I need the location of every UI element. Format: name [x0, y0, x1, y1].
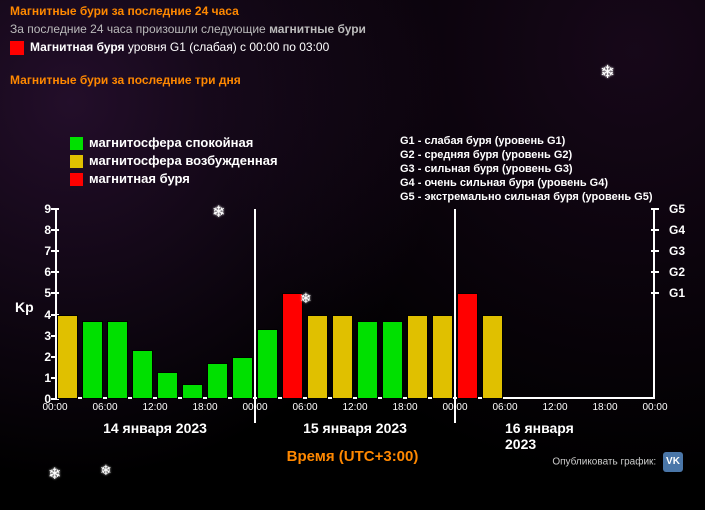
x-tick-label: 06:00 [292, 402, 317, 413]
bar [82, 321, 103, 399]
ytick-mark [51, 229, 59, 231]
gtick-mark [651, 229, 659, 231]
ytick-mark [51, 208, 59, 210]
subtitle-24h-b: магнитные бури [269, 22, 366, 36]
legend-item: магнитная буря [70, 170, 278, 188]
ytick-mark [51, 250, 59, 252]
chart-container: магнитосфера спокойнаямагнитосфера возбу… [10, 134, 695, 494]
ytick-label: 2 [37, 350, 51, 364]
date-label: 14 января 2023 [103, 420, 207, 436]
plot-area: 0123456789G1G2G3G4G5 [55, 209, 655, 399]
ytick-label: 1 [37, 371, 51, 385]
publish-block: Опубликовать график: VK [552, 452, 683, 472]
bar [307, 315, 328, 399]
legend-g-item: G3 - сильная буря (уровень G3) [400, 162, 653, 176]
day-separator [454, 209, 456, 423]
x-tick-label: 00:00 [642, 402, 667, 413]
x-tick-label: 18:00 [192, 402, 217, 413]
x-tick-label: 18:00 [592, 402, 617, 413]
storm-indicator-icon [10, 41, 24, 55]
y-axis-label: Kp [15, 299, 34, 315]
ytick-label: 8 [37, 223, 51, 237]
ytick-label: 3 [37, 329, 51, 343]
bar [182, 384, 203, 399]
gtick-label: G2 [669, 265, 685, 279]
gtick-mark [651, 250, 659, 252]
ytick-label: 5 [37, 286, 51, 300]
x-tick-label: 06:00 [92, 402, 117, 413]
legend-left: магнитосфера спокойнаямагнитосфера возбу… [70, 134, 278, 188]
gtick-mark [651, 271, 659, 273]
gtick-mark [651, 208, 659, 210]
ytick-mark [51, 292, 59, 294]
axis-y-right [653, 209, 655, 399]
subtitle-24h: За последние 24 часа произошли следующие… [10, 22, 695, 36]
bar [157, 372, 178, 399]
legend-item: магнитосфера возбужденная [70, 152, 278, 170]
bar [432, 315, 453, 399]
legend-g-item: G2 - средняя буря (уровень G2) [400, 148, 653, 162]
bar [107, 321, 128, 399]
x-tick-label: 00:00 [42, 402, 67, 413]
gtick-label: G5 [669, 202, 685, 216]
vk-share-button[interactable]: VK [663, 452, 683, 472]
x-tick-label: 12:00 [142, 402, 167, 413]
bar [382, 321, 403, 399]
gtick-mark [651, 292, 659, 294]
storm-bold: Магнитная буря [30, 40, 125, 54]
ytick-label: 4 [37, 308, 51, 322]
bar [332, 315, 353, 399]
gtick-label: G3 [669, 244, 685, 258]
gtick-label: G1 [669, 286, 685, 300]
x-tick-label: 06:00 [492, 402, 517, 413]
ytick-mark [51, 271, 59, 273]
day-separator [254, 209, 256, 423]
x-tick-label: 00:00 [242, 402, 267, 413]
bar [282, 293, 303, 399]
x-tick-label: 12:00 [542, 402, 567, 413]
bar [257, 329, 278, 399]
legend-item: магнитосфера спокойная [70, 134, 278, 152]
x-tick-label: 12:00 [342, 402, 367, 413]
bar [232, 357, 253, 399]
subtitle-24h-a: За последние 24 часа произошли следующие [10, 22, 269, 36]
storm-line-24h: Магнитная буря уровня G1 (слабая) с 00:0… [10, 40, 695, 55]
x-tick-label: 00:00 [442, 402, 467, 413]
bar [207, 363, 228, 399]
heading-3d: Магнитные бури за последние три дня [10, 73, 695, 87]
storm-rest: уровня G1 (слабая) с 00:00 по 03:00 [128, 40, 329, 54]
bar [482, 315, 503, 399]
legend-swatch-icon [70, 155, 83, 168]
ytick-label: 7 [37, 244, 51, 258]
x-tick-label: 18:00 [392, 402, 417, 413]
legend-swatch-icon [70, 137, 83, 150]
publish-label: Опубликовать график: [552, 457, 656, 468]
legend-g-item: G4 - очень сильная буря (уровень G4) [400, 176, 653, 190]
bar [132, 350, 153, 399]
heading-24h: Магнитные бури за последние 24 часа [10, 4, 695, 18]
bar [357, 321, 378, 399]
date-label: 15 января 2023 [303, 420, 407, 436]
ytick-label: 9 [37, 202, 51, 216]
legend-g-item: G1 - слабая буря (уровень G1) [400, 134, 653, 148]
bar [407, 315, 428, 399]
legend-right: G1 - слабая буря (уровень G1)G2 - средня… [400, 134, 653, 204]
bar [57, 315, 78, 399]
bar [457, 293, 478, 399]
gtick-label: G4 [669, 223, 685, 237]
legend-swatch-icon [70, 173, 83, 186]
legend-g-item: G5 - экстремально сильная буря (уровень … [400, 190, 653, 204]
ytick-label: 6 [37, 265, 51, 279]
